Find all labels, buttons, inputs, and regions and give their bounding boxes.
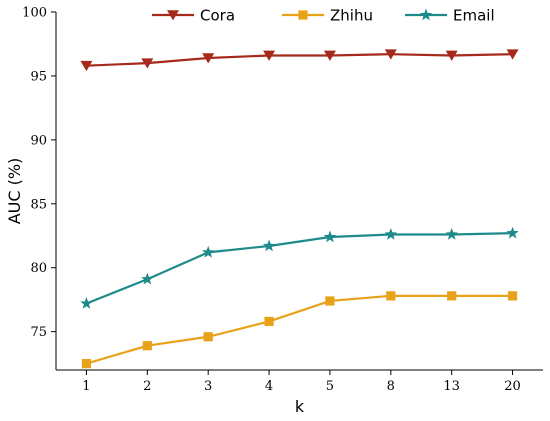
data-point-email: [202, 245, 215, 258]
legend-label: Cora: [200, 7, 235, 25]
legend-label: Email: [453, 7, 495, 25]
legend: Cora Zhihu Email: [152, 7, 495, 25]
data-point-cora: [141, 58, 154, 69]
y-tick-label: 80: [30, 261, 47, 276]
square-icon: [298, 10, 308, 20]
x-tick-label: 4: [265, 379, 273, 394]
series-email: [80, 226, 519, 309]
series-line-cora: [86, 53, 513, 67]
x-tick-label: 2: [143, 379, 151, 394]
x-tick-label: 3: [204, 379, 212, 394]
x-tick-label: 13: [443, 379, 460, 394]
axes: 75 80 85 90 95 100 1 2 3 4 5 8 13 20: [22, 6, 543, 394]
data-point-email: [445, 227, 458, 240]
x-tick-label: 20: [504, 379, 521, 394]
data-point-zhihu: [264, 316, 274, 327]
data-point-zhihu: [142, 341, 152, 351]
y-axis-title: AUC (%): [5, 158, 24, 225]
legend-entry-zhihu: Zhihu: [282, 7, 373, 25]
data-point-cora: [445, 50, 458, 61]
y-tick-label: 75: [30, 325, 47, 340]
data-point-email: [262, 239, 276, 252]
series-cora: [80, 49, 519, 72]
data-point-email: [323, 230, 337, 243]
y-tick-label: 90: [30, 133, 47, 148]
legend-entry-email: Email: [405, 7, 495, 25]
data-point-zhihu: [386, 291, 396, 301]
data-point-zhihu: [325, 296, 335, 306]
series-layer: [80, 49, 519, 369]
data-point-email: [506, 226, 519, 239]
star-icon: [419, 8, 433, 21]
y-tick-label: 85: [30, 197, 47, 212]
x-axis-title: k: [295, 397, 305, 416]
x-tick-label: 5: [326, 379, 334, 394]
data-point-zhihu: [81, 359, 92, 369]
data-point-zhihu: [203, 332, 213, 342]
x-tick-label: 1: [82, 379, 90, 394]
data-point-email: [384, 227, 397, 240]
series-line-zhihu: [86, 294, 513, 365]
legend-entry-cora: Cora: [152, 7, 235, 25]
data-point-cora: [323, 50, 336, 61]
triangle-down-icon: [167, 10, 179, 21]
data-point-zhihu: [447, 291, 457, 301]
y-tick-label: 100: [22, 6, 47, 21]
data-point-cora: [263, 50, 276, 61]
data-point-email: [141, 272, 154, 285]
series-zhihu: [81, 291, 518, 369]
series-line-email: [86, 232, 513, 305]
y-tick-label: 95: [30, 69, 47, 84]
data-point-cora: [80, 60, 93, 72]
data-point-cora: [506, 49, 519, 60]
data-point-zhihu: [507, 291, 518, 301]
x-tick-label: 8: [387, 379, 395, 394]
data-point-cora: [202, 53, 215, 64]
legend-label: Zhihu: [330, 7, 373, 25]
data-point-email: [80, 297, 93, 309]
data-point-cora: [384, 49, 397, 60]
